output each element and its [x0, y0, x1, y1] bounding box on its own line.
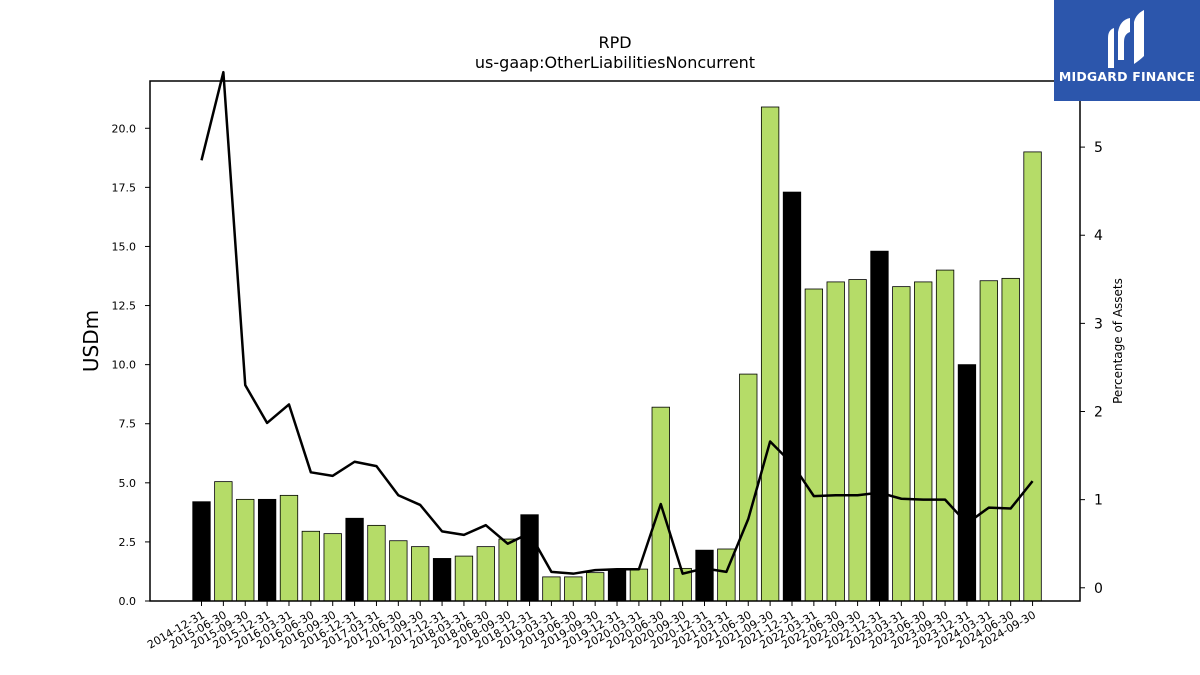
- bar: [935, 269, 955, 602]
- bar: [892, 286, 911, 602]
- bar: [389, 540, 408, 602]
- y2-tick-label: 0: [1094, 581, 1103, 597]
- bar-series: [192, 106, 1042, 602]
- bar: [914, 281, 933, 602]
- y2-tick-label: 5: [1094, 140, 1103, 156]
- bar: [520, 514, 539, 602]
- bar: [826, 281, 845, 602]
- y-tick-label: 2.5: [119, 536, 137, 549]
- left-axis: 0.0 2.5 5.0 7.5 10.0 12.5 15.0 17.5 20.0: [112, 122, 150, 608]
- bar: [411, 546, 430, 602]
- y2-tick-label: 4: [1094, 228, 1103, 244]
- bar: [782, 191, 802, 602]
- y-tick-label: 5.0: [119, 477, 137, 490]
- bar: [1023, 151, 1042, 602]
- bar: [367, 524, 386, 602]
- bar: [279, 494, 299, 602]
- bar: [979, 280, 998, 602]
- right-axis: 0 1 2 3 4 5: [1080, 140, 1103, 597]
- chart-subtitle: us-gaap:OtherLiabilitiesNoncurrent: [475, 53, 755, 72]
- y-tick-label: 12.5: [112, 300, 137, 313]
- y-tick-label: 0.0: [119, 595, 137, 608]
- chart-title: RPD: [598, 33, 631, 52]
- bar: [192, 501, 211, 602]
- bar: [607, 568, 627, 602]
- bar: [214, 481, 233, 602]
- bar: [564, 576, 583, 602]
- bar: [432, 558, 452, 602]
- y2-axis-label: Percentage of Assets: [1111, 278, 1125, 404]
- y2-tick-label: 3: [1094, 316, 1103, 332]
- bar: [1001, 277, 1020, 602]
- bar: [586, 572, 605, 602]
- midgard-logo-icon: [1108, 10, 1144, 68]
- y2-tick-label: 2: [1094, 405, 1103, 421]
- y-tick-label: 7.5: [119, 418, 137, 431]
- bar: [695, 549, 714, 602]
- plot-area-frame: [149, 80, 1081, 602]
- bar: [454, 555, 474, 602]
- bar: [542, 576, 561, 602]
- bar: [498, 538, 517, 602]
- y-tick-label: 15.0: [112, 240, 137, 253]
- y-tick-label: 20.0: [112, 122, 137, 135]
- bar: [957, 364, 977, 602]
- bar: [739, 373, 758, 602]
- bar: [760, 106, 780, 602]
- bar: [236, 498, 255, 602]
- line-series: [200, 70, 1034, 575]
- brand-logo: MIDGARD FINANCE: [1054, 0, 1200, 101]
- bar: [257, 498, 277, 602]
- brand-name: MIDGARD FINANCE: [1058, 69, 1196, 84]
- bar: [870, 250, 889, 602]
- bar: [629, 568, 649, 602]
- bar: [345, 517, 364, 602]
- y-tick-label: 10.0: [112, 359, 137, 372]
- bar: [804, 288, 824, 602]
- percentage-line: [200, 70, 1034, 575]
- y2-tick-label: 1: [1094, 493, 1103, 509]
- bar: [848, 279, 867, 602]
- bar: [323, 533, 342, 602]
- x-axis: 2014-12-312015-06-302015-09-302015-12-31…: [145, 601, 1038, 652]
- y-axis-label: USDm: [79, 310, 103, 372]
- y-tick-label: 17.5: [112, 181, 137, 194]
- bar: [301, 530, 321, 602]
- bar: [476, 546, 495, 602]
